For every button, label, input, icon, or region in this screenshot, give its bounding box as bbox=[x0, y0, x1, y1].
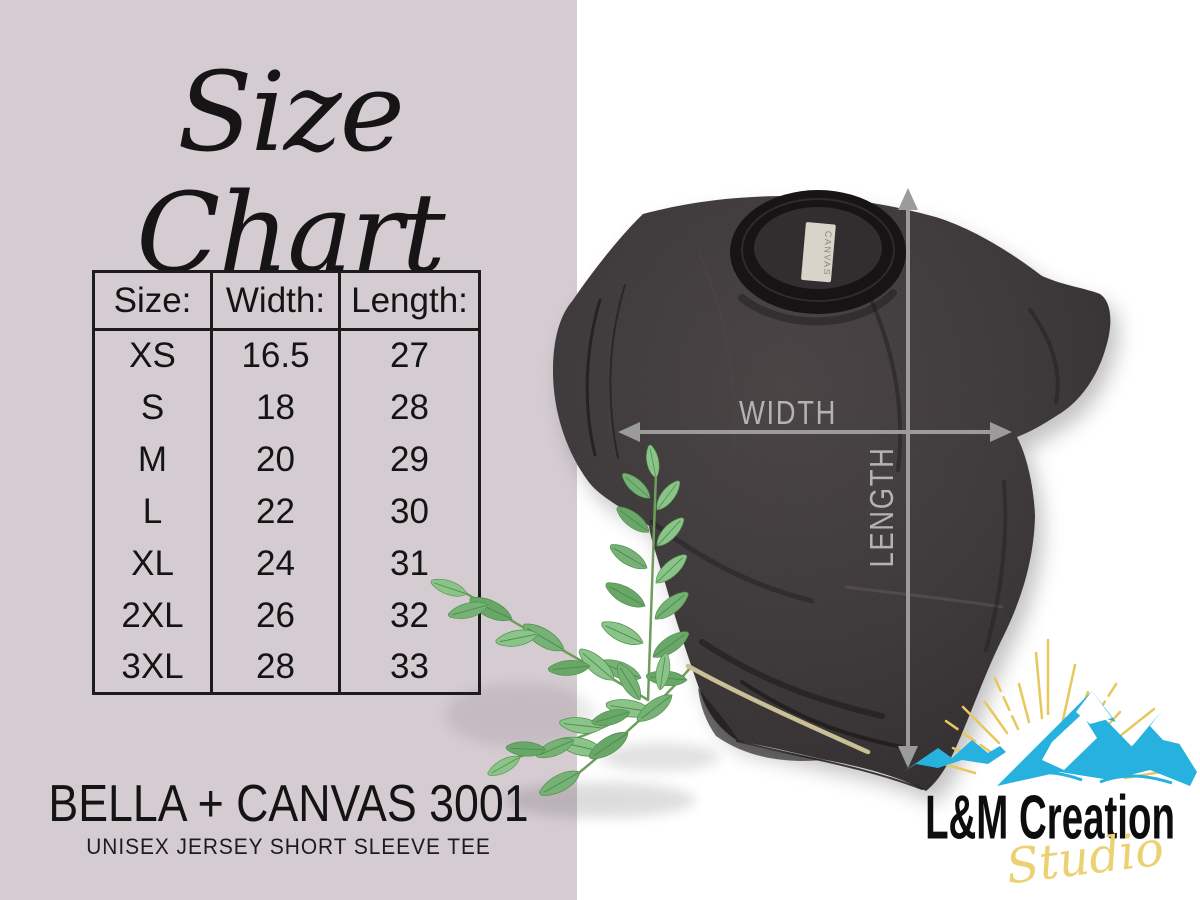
column-header-width: Width: bbox=[210, 271, 340, 331]
shirt-body: CANVAS bbox=[553, 190, 1111, 791]
size-cell: 22 bbox=[210, 485, 340, 538]
size-cell: S bbox=[140, 387, 165, 427]
size-cell: XS bbox=[129, 336, 176, 376]
size-cell: XL bbox=[131, 543, 174, 583]
size-cell: 33 bbox=[338, 641, 480, 694]
table-row: S 18 28 bbox=[94, 381, 480, 434]
logo-title: L&M Creation bbox=[925, 783, 1175, 853]
table-row: 2XL 26 32 bbox=[94, 589, 480, 642]
size-cell: 2XL bbox=[121, 595, 184, 635]
size-cell: 16.5 bbox=[210, 329, 340, 382]
size-cell: L bbox=[142, 491, 163, 531]
length-arrow bbox=[898, 188, 918, 768]
table-row: 3XL 28 33 bbox=[94, 641, 480, 694]
neck-tag: CANVAS bbox=[801, 222, 836, 283]
size-cell: M bbox=[137, 439, 168, 479]
table-row: L 22 30 bbox=[94, 485, 480, 538]
fabric-fold bbox=[698, 688, 822, 761]
size-table: Size: Width: Length: XS 16.5 27 S 18 28 M 20 29 L… bbox=[92, 270, 481, 695]
size-cell: 29 bbox=[338, 433, 480, 486]
size-cell: 20 bbox=[210, 433, 340, 486]
size-table-body: XS 16.5 27 S 18 28 M 20 29 L 22 30 XL 24 31 2XL 26 32 3XL 2… bbox=[94, 329, 480, 694]
neck-tag-text: CANVAS bbox=[822, 231, 834, 277]
size-cell: 31 bbox=[338, 537, 480, 590]
width-arrow bbox=[618, 422, 1012, 442]
size-cell: 3XL bbox=[121, 646, 184, 686]
brand-title: BELLA + CANVAS 3001 bbox=[48, 775, 529, 833]
size-cell: 18 bbox=[210, 381, 340, 434]
length-label: LENGTH bbox=[863, 446, 900, 568]
table-row: XS 16.5 27 bbox=[94, 329, 480, 382]
size-cell: 26 bbox=[210, 589, 340, 642]
logo-mountains-icon bbox=[903, 691, 1197, 786]
leaf-branch bbox=[428, 443, 871, 802]
column-header-size: Size: bbox=[93, 271, 212, 331]
width-label: WIDTH bbox=[738, 394, 838, 431]
size-cell: 30 bbox=[338, 485, 480, 538]
size-cell: 24 bbox=[210, 537, 340, 590]
table-row: M 20 29 bbox=[94, 433, 480, 486]
table-header-row: Size: Width: Length: bbox=[93, 271, 480, 331]
table-row: XL 24 31 bbox=[94, 537, 480, 590]
size-cell: 28 bbox=[338, 381, 480, 434]
size-cell: 27 bbox=[338, 329, 480, 382]
size-cell: 28 bbox=[210, 641, 340, 694]
size-cell: 32 bbox=[338, 589, 480, 642]
branch-stem bbox=[685, 663, 871, 755]
brand-subtitle: UNISEX JERSEY SHORT SLEEVE TEE bbox=[86, 834, 491, 859]
column-header-length: Length: bbox=[338, 271, 480, 331]
